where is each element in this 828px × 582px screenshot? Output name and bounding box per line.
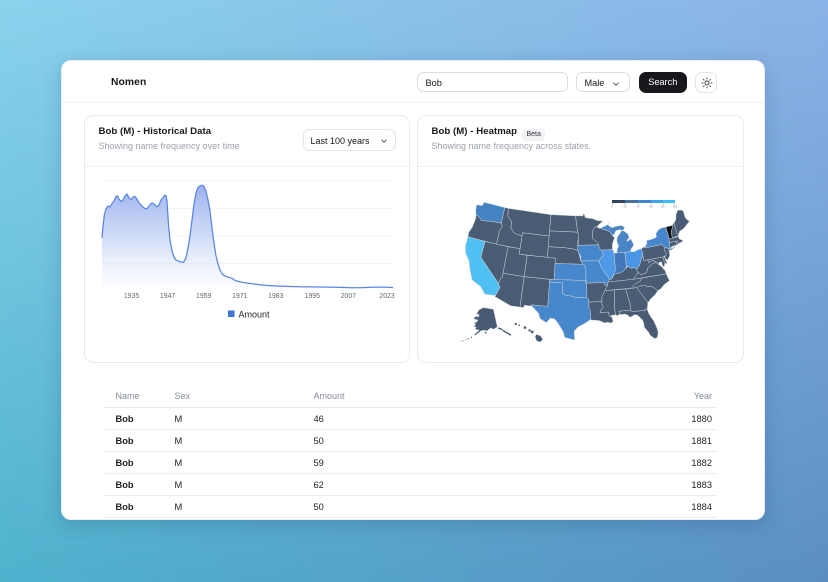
svg-text:1947: 1947	[160, 293, 175, 300]
svg-text:1995: 1995	[305, 293, 320, 300]
svg-text:100: 100	[673, 204, 678, 208]
svg-text:2023: 2023	[379, 293, 394, 300]
svg-text:20: 20	[624, 204, 627, 208]
svg-text:0: 0	[611, 204, 613, 208]
svg-text:Amount: Amount	[239, 310, 271, 320]
svg-text:40: 40	[637, 204, 640, 208]
svg-text:1983: 1983	[268, 293, 283, 300]
svg-text:80: 80	[662, 204, 665, 208]
svg-text:60: 60	[650, 204, 653, 208]
svg-text:1935: 1935	[124, 293, 139, 300]
svg-text:1959: 1959	[196, 293, 211, 300]
svg-text:1971: 1971	[232, 293, 247, 300]
svg-text:2007: 2007	[341, 293, 356, 300]
